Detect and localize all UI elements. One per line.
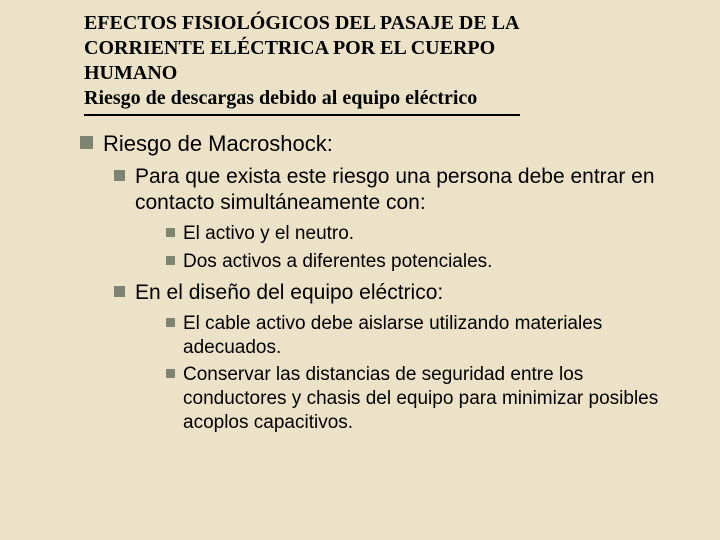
header-line-1: EFECTOS FISIOLÓGICOS DEL PASAJE DE LA xyxy=(84,12,520,37)
square-bullet-icon xyxy=(166,256,175,265)
bullet-level-1: Para que exista este riesgo una persona … xyxy=(114,164,684,217)
square-bullet-icon xyxy=(80,136,93,149)
header-line-2: CORRIENTE ELÉCTRICA POR EL CUERPO xyxy=(84,37,520,62)
bullet-text: El cable activo debe aislarse utilizando… xyxy=(183,312,684,360)
square-bullet-icon xyxy=(114,170,125,181)
square-bullet-icon xyxy=(114,286,125,297)
header-underline: EFECTOS FISIOLÓGICOS DEL PASAJE DE LA CO… xyxy=(84,12,520,116)
bullet-text: Conservar las distancias de seguridad en… xyxy=(183,363,684,434)
square-bullet-icon xyxy=(166,318,175,327)
bullet-text: En el diseño del equipo eléctrico: xyxy=(135,280,443,306)
bullet-level-0: Riesgo de Macroshock: xyxy=(80,130,684,158)
slide-header: EFECTOS FISIOLÓGICOS DEL PASAJE DE LA CO… xyxy=(0,0,720,122)
bullet-text: Para que exista este riesgo una persona … xyxy=(135,164,684,217)
square-bullet-icon xyxy=(166,228,175,237)
header-line-4: Riesgo de descargas debido al equipo elé… xyxy=(84,87,520,112)
bullet-text: Riesgo de Macroshock: xyxy=(103,130,333,158)
bullet-level-2: El cable activo debe aislarse utilizando… xyxy=(166,312,684,360)
bullet-level-2: Conservar las distancias de seguridad en… xyxy=(166,363,684,434)
bullet-level-2: El activo y el neutro. xyxy=(166,222,684,246)
bullet-level-1: En el diseño del equipo eléctrico: xyxy=(114,280,684,306)
bullet-text: Dos activos a diferentes potenciales. xyxy=(183,250,492,274)
square-bullet-icon xyxy=(166,369,175,378)
header-line-3: HUMANO xyxy=(84,62,520,87)
bullet-level-2: Dos activos a diferentes potenciales. xyxy=(166,250,684,274)
bullet-text: El activo y el neutro. xyxy=(183,222,354,246)
slide-content: Riesgo de Macroshock: Para que exista es… xyxy=(0,122,720,435)
